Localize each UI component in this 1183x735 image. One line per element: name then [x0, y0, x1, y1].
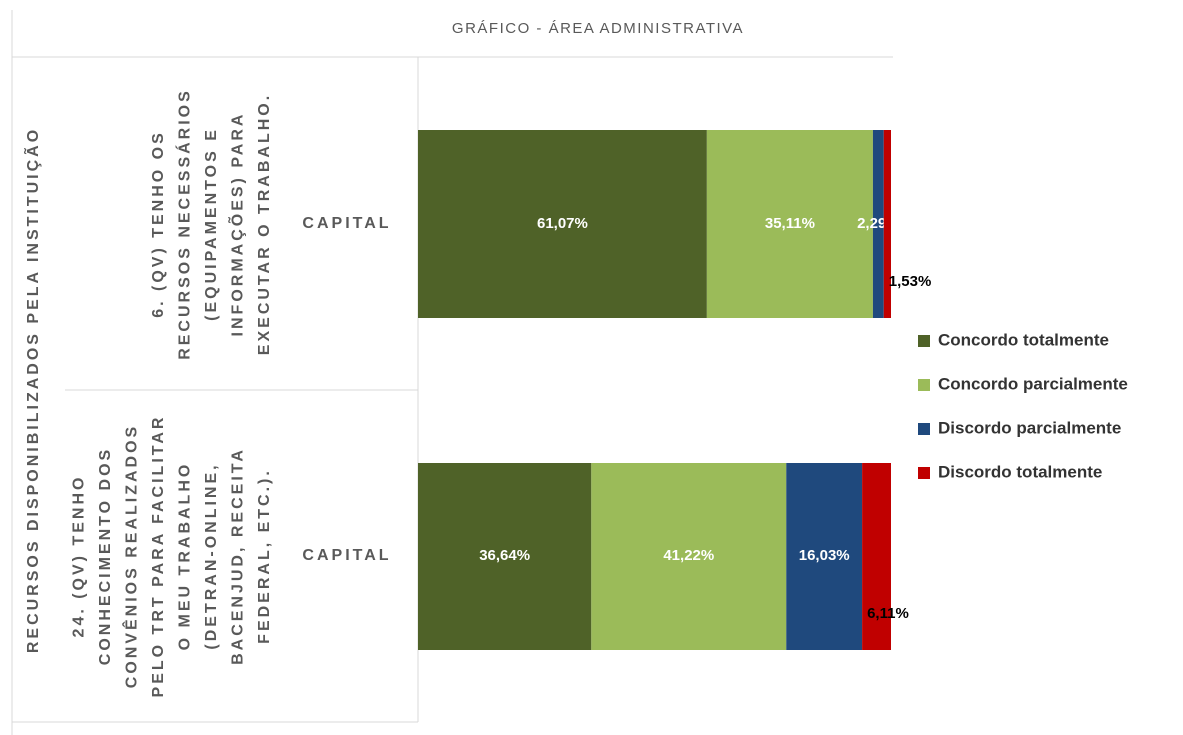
question-label: RECURSOS NECESSÁRIOS	[175, 88, 194, 360]
bar-segment	[883, 130, 891, 318]
bar-segment	[872, 130, 884, 318]
data-label: 61,07%	[537, 215, 588, 232]
question-label: BACENJUD, RECEITA	[230, 447, 247, 665]
y-tick-label: CAPITAL	[302, 547, 391, 564]
chart-title: GRÁFICO - ÁREA ADMINISTRATIVA	[452, 20, 744, 37]
legend-swatch	[918, 379, 930, 391]
bar-segment	[786, 463, 863, 650]
bar-segment	[418, 130, 707, 318]
data-label: 1,53%	[889, 273, 932, 290]
question-label: CONHECIMENTO DOS	[97, 447, 114, 665]
legend-swatch	[918, 423, 930, 435]
legend-label: Concordo totalmente	[938, 330, 1109, 349]
question-label: (DETRAN-ONLINE,	[203, 462, 220, 649]
bar-segment	[591, 463, 787, 650]
question-label: CONVÊNIOS REALIZADOS	[122, 424, 141, 688]
question-label: O MEU TRABALHO	[177, 462, 194, 651]
legend-label: Discordo parcialmente	[938, 418, 1121, 437]
bar-segment	[706, 130, 873, 318]
data-label: 16,03%	[799, 547, 850, 564]
data-label: 36,64%	[479, 547, 530, 564]
group-label: RECURSOS DISPONIBILIZADOS PELA INSTITUIÇ…	[22, 127, 42, 653]
question-label: PELO TRT PARA FACILITAR	[150, 415, 167, 698]
legend-label: Discordo totalmente	[938, 462, 1102, 481]
question-label: 24. (QV) TENHO	[71, 475, 88, 638]
data-label: 41,22%	[663, 547, 714, 564]
question-label: FEDERAL, ETC.).	[256, 468, 273, 644]
data-label: 6,11%	[867, 605, 909, 622]
data-label: 35,11%	[765, 215, 815, 232]
y-tick-label: CAPITAL	[302, 215, 391, 232]
bar-segment	[418, 463, 592, 650]
legend-swatch	[918, 335, 930, 347]
bar-segment	[862, 463, 891, 650]
question-label: INFORMAÇÕES) PARA	[227, 112, 247, 337]
question-label: EXECUTAR O TRABALHO.	[256, 93, 273, 355]
data-label: 2,29%	[857, 215, 900, 232]
legend-swatch	[918, 467, 930, 479]
question-label: (EQUIPAMENTOS E	[203, 127, 220, 321]
question-label: 6. (QV) TENHO OS	[150, 130, 167, 318]
legend-label: Concordo parcialmente	[938, 374, 1128, 393]
